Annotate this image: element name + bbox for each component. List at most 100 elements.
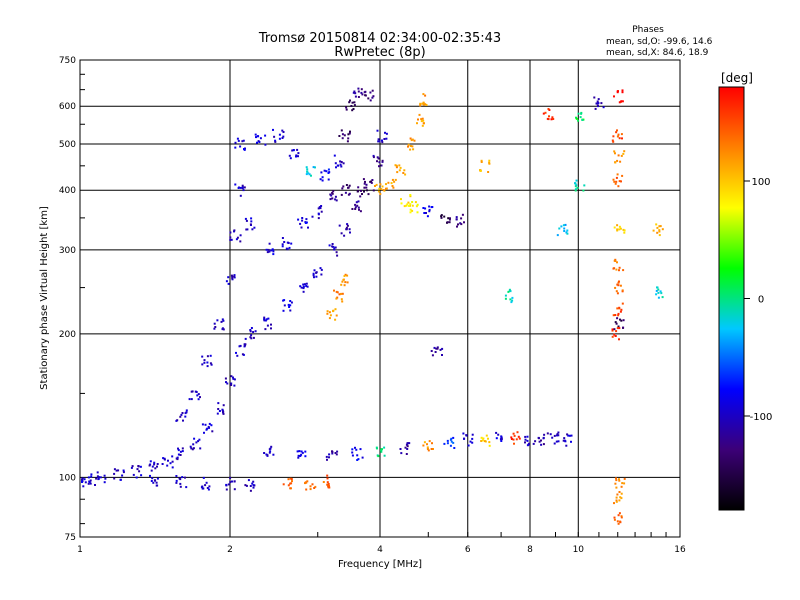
echo-point (616, 317, 619, 320)
echo-point (363, 190, 365, 193)
echo-point (422, 444, 425, 447)
echo-point (395, 166, 398, 169)
echo-point (235, 238, 238, 241)
echo-point (340, 165, 343, 168)
echo-point (570, 440, 572, 443)
echo-point (555, 434, 558, 437)
echo-point (563, 227, 566, 230)
echo-point (207, 425, 210, 428)
echo-point (422, 122, 425, 125)
echo-point (659, 225, 662, 228)
echo-point (371, 179, 374, 181)
echo-point (254, 330, 257, 333)
echo-point (560, 225, 563, 228)
echo-point (602, 106, 605, 109)
echo-point (597, 102, 600, 105)
echo-point (620, 492, 623, 495)
echo-point (115, 469, 118, 472)
echo-point (482, 437, 485, 440)
echo-point (611, 328, 614, 331)
x-axis-label: Frequency [MHz] (338, 559, 422, 570)
echo-point (289, 309, 292, 312)
stats-x-mode: mean, sd,X: 84.6, 18.9 (606, 48, 709, 58)
echo-point (169, 462, 172, 465)
echo-point (456, 225, 458, 228)
echo-point (234, 146, 237, 149)
echo-point (616, 135, 619, 138)
echo-point (265, 318, 268, 321)
echo-point (264, 328, 267, 331)
echo-point (340, 161, 343, 163)
echo-point (230, 375, 233, 378)
echo-point (190, 398, 193, 401)
echo-point (363, 186, 366, 189)
echo-point (526, 439, 529, 442)
echo-point (226, 382, 229, 385)
echo-point (331, 243, 334, 245)
echo-point (285, 247, 288, 250)
echo-point (286, 241, 289, 244)
echo-point (620, 497, 623, 500)
echo-point (331, 191, 334, 194)
echo-point (361, 93, 364, 96)
echo-point (407, 204, 410, 207)
echo-point (619, 284, 622, 287)
echo-point (614, 335, 617, 337)
echo-point (471, 441, 474, 444)
echo-point (210, 363, 213, 366)
echo-point (362, 178, 365, 181)
echo-point (335, 251, 338, 254)
echo-point (378, 187, 381, 190)
echo-point (400, 452, 403, 455)
echo-point (229, 236, 232, 239)
echo-point (512, 432, 515, 435)
echo-point (288, 154, 291, 157)
echo-point (305, 481, 308, 484)
echo-point (351, 454, 354, 457)
echo-point (297, 152, 300, 155)
echo-point (423, 212, 426, 214)
echo-point (299, 285, 302, 288)
echo-point (435, 347, 438, 350)
echo-point (266, 251, 269, 254)
echo-point (340, 292, 343, 295)
echo-point (291, 149, 294, 152)
echo-point (443, 215, 446, 218)
echo-point (613, 328, 616, 331)
echo-point (359, 195, 362, 198)
echo-point (449, 217, 451, 220)
echo-point (500, 436, 503, 439)
echo-point (395, 164, 398, 167)
echo-point (192, 443, 195, 446)
echo-point (176, 458, 179, 461)
echo-point (379, 193, 382, 195)
echo-point (619, 227, 622, 230)
echo-point (264, 143, 267, 146)
echo-point (613, 516, 616, 519)
echo-point (377, 138, 380, 141)
echo-point (441, 354, 443, 356)
echo-point (259, 137, 262, 140)
echo-point (272, 253, 275, 256)
echo-point (326, 312, 329, 315)
echo-point (232, 376, 234, 379)
echo-point (422, 207, 425, 209)
echo-point (321, 179, 324, 182)
echo-point (222, 404, 225, 407)
echo-point (231, 277, 234, 280)
echo-point (354, 206, 357, 209)
echo-point (289, 304, 292, 307)
echo-point (616, 292, 619, 295)
echo-point (463, 221, 465, 224)
echo-point (596, 104, 599, 107)
echo-point (354, 446, 356, 449)
echo-point (274, 140, 277, 143)
echo-point (175, 479, 178, 482)
echo-point (409, 211, 412, 214)
echo-point (480, 440, 483, 442)
echo-point (233, 480, 236, 483)
echo-point (619, 318, 621, 321)
echo-point (268, 250, 271, 253)
echo-point (616, 129, 618, 132)
echo-point (199, 447, 202, 450)
